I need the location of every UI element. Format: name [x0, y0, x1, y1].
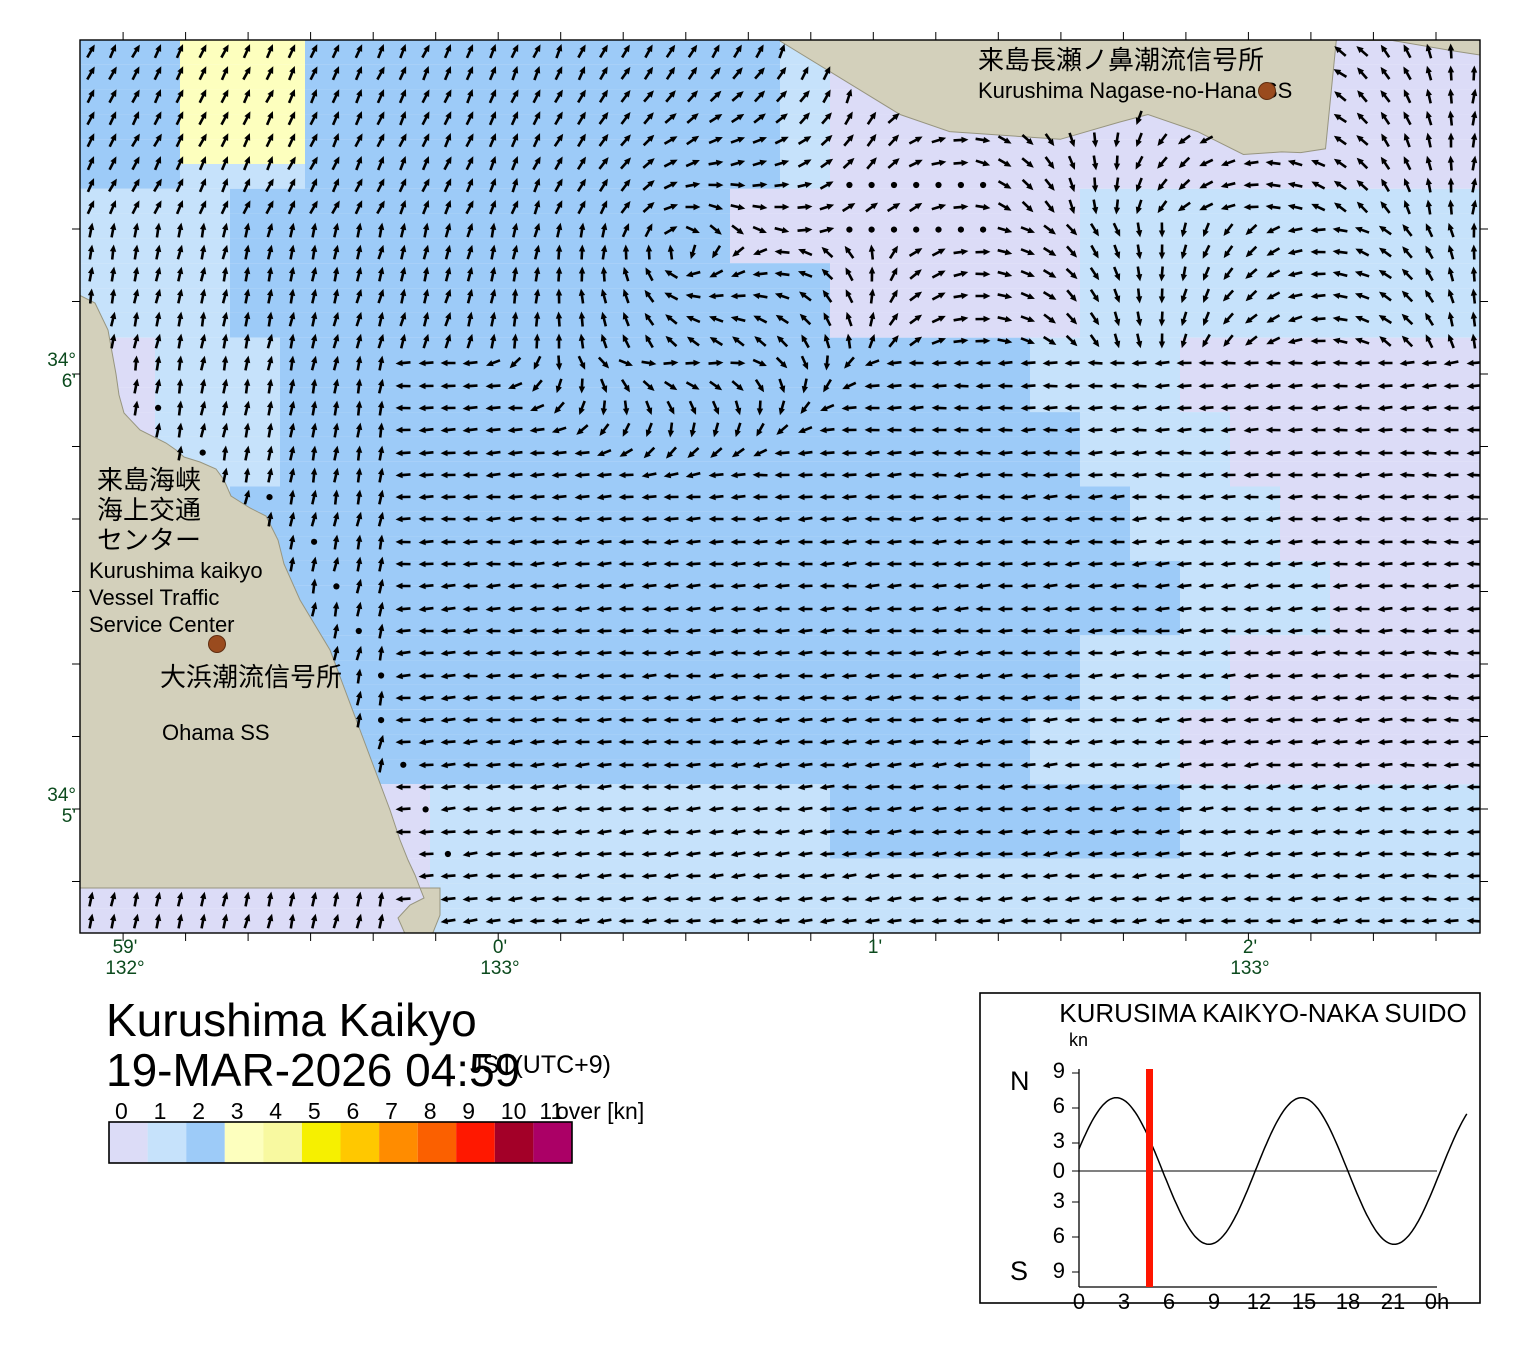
svg-text:9: 9: [1208, 1289, 1220, 1314]
svg-text:3: 3: [1053, 1128, 1065, 1153]
svg-text:KURUSIMA KAIKYO-NAKA SUIDO: KURUSIMA KAIKYO-NAKA SUIDO: [1059, 998, 1466, 1028]
svg-text:S: S: [1010, 1256, 1028, 1286]
svg-text:18: 18: [1336, 1289, 1360, 1314]
svg-text:12: 12: [1247, 1289, 1271, 1314]
svg-text:0: 0: [1073, 1289, 1085, 1314]
svg-text:3: 3: [1118, 1289, 1130, 1314]
svg-text:6: 6: [1053, 1223, 1065, 1248]
svg-text:0h: 0h: [1425, 1289, 1449, 1314]
svg-text:9: 9: [1053, 1058, 1065, 1083]
svg-text:15: 15: [1292, 1289, 1316, 1314]
svg-text:3: 3: [1053, 1188, 1065, 1213]
svg-text:6: 6: [1163, 1289, 1175, 1314]
svg-text:N: N: [1010, 1066, 1030, 1096]
svg-text:9: 9: [1053, 1258, 1065, 1283]
svg-text:kn: kn: [1069, 1030, 1088, 1050]
svg-text:6: 6: [1053, 1093, 1065, 1118]
svg-text:21: 21: [1381, 1289, 1405, 1314]
svg-text:0: 0: [1053, 1158, 1065, 1183]
